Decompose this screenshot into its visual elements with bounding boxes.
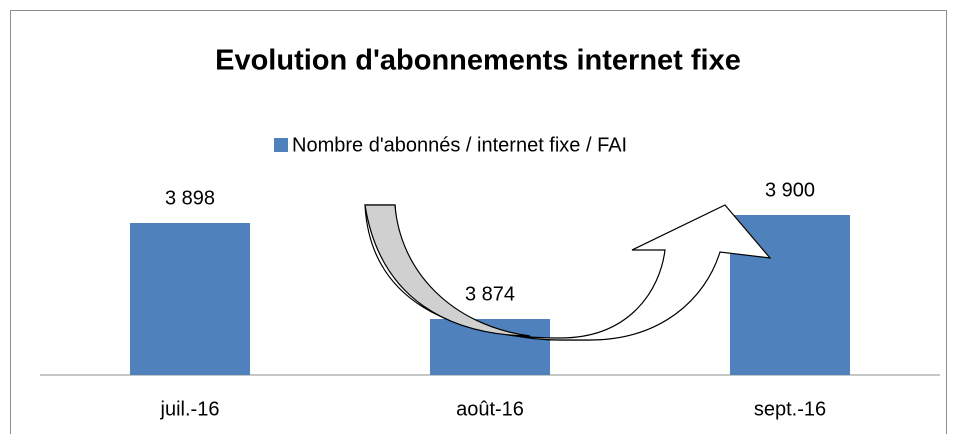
x-tick-label: août-16 <box>456 398 524 420</box>
legend-label: Nombre d'abonnés / internet fixe / FAI <box>292 134 627 156</box>
data-label: 3 898 <box>165 187 215 209</box>
x-tick-label: sept.-16 <box>754 398 826 420</box>
bar <box>130 223 250 375</box>
chart-title: Evolution d'abonnements internet fixe <box>215 45 741 77</box>
data-label: 3 874 <box>465 283 515 305</box>
legend-swatch <box>274 138 288 152</box>
labels: Nombre d'abonnés / internet fixe / FAI ju… <box>160 134 827 420</box>
curved-arrow-shade <box>364 204 531 337</box>
data-label: 3 900 <box>765 179 815 201</box>
x-tick-label: juil.-16 <box>160 398 220 420</box>
